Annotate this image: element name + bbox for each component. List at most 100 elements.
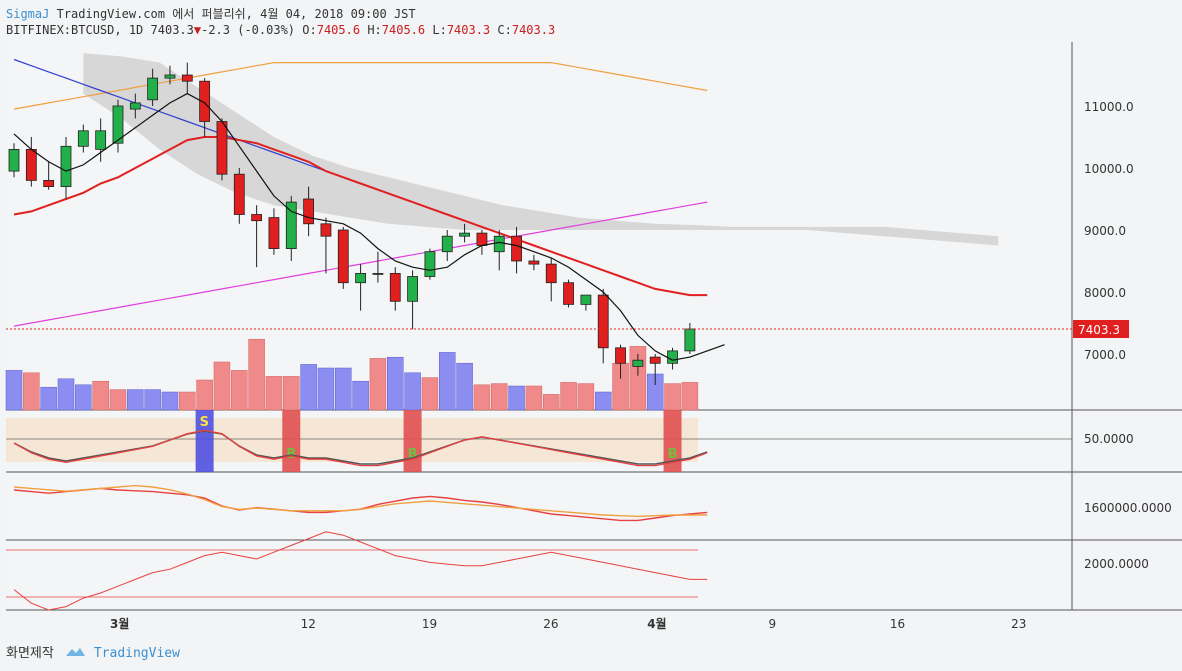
volume-bar <box>369 358 387 411</box>
signal-bar <box>195 410 214 472</box>
candle-body <box>684 328 696 352</box>
volume-bar <box>664 383 681 411</box>
close-value: 7403.3 <box>511 23 556 37</box>
candle-body <box>60 145 72 188</box>
red-moving-average <box>13 136 708 297</box>
x-tick-label: 4월 <box>647 616 666 631</box>
price-tick-label: 9000.0 <box>1084 224 1126 238</box>
symbol-label: BITFINEX:BTCUSD, 1D <box>6 23 144 37</box>
volume-bar <box>40 386 57 411</box>
candle-body <box>320 223 332 237</box>
volume-indicator-average-line <box>13 484 708 518</box>
down-arrow-icon: ▼ <box>193 23 202 37</box>
signal-bar <box>282 410 301 472</box>
candle-body <box>285 201 297 250</box>
volume-bar <box>161 391 179 411</box>
signal-bar <box>663 410 682 472</box>
candle-body <box>337 229 349 284</box>
short-moving-average <box>13 92 725 361</box>
candle-body <box>199 80 211 122</box>
candle-body <box>476 232 488 246</box>
made-by-label: 화면제작 <box>6 646 54 661</box>
candle-body <box>233 173 245 215</box>
tradingview-logo-icon <box>64 646 86 662</box>
volume-bar <box>196 379 213 411</box>
volume-bar <box>335 367 352 411</box>
volume-bar <box>23 372 40 411</box>
rsi-tick-label: 50.0000 <box>1084 432 1134 446</box>
footer: 화면제작 TradingView <box>6 642 180 662</box>
volume-bar <box>144 389 161 411</box>
volume-bar <box>179 391 196 411</box>
price-chart[interactable]: 7403.3 11000.0 10000.0 9000.0 8000.0 7000.0 S B… <box>0 40 1182 640</box>
volume-bar <box>473 384 491 411</box>
volume-bar <box>421 377 439 411</box>
volume-bar <box>300 364 317 411</box>
candle-body <box>8 149 20 172</box>
volume-bar <box>109 389 127 411</box>
bottom-tick-label: 2000.0000 <box>1084 557 1149 571</box>
price-tick-label: 10000.0 <box>1084 162 1134 176</box>
volume-bar <box>594 391 612 411</box>
candle-body <box>112 105 124 144</box>
candle-body <box>164 74 176 79</box>
x-tick-label: 23 <box>1011 617 1026 631</box>
candle-body <box>372 272 384 275</box>
candle-body <box>355 272 367 284</box>
candle-body <box>424 251 436 277</box>
volume-bar <box>265 376 283 411</box>
volume-bar <box>490 383 508 411</box>
ichimoku-cloud <box>83 53 999 246</box>
candle-body <box>667 350 678 364</box>
x-tick-label: 19 <box>422 617 437 631</box>
price-tick-label: 7000.0 <box>1084 348 1126 362</box>
candle-body <box>268 217 280 250</box>
bottom-indicator-line <box>13 531 708 611</box>
candle-body <box>459 232 470 237</box>
volume-bar <box>525 385 543 411</box>
volume-bar <box>127 389 144 411</box>
volume-bar <box>75 384 92 411</box>
candle-body <box>216 121 228 175</box>
candle-body <box>528 260 540 265</box>
candle-body <box>389 272 401 302</box>
rsi-signal-line <box>13 429 708 467</box>
candle-body <box>632 359 644 367</box>
candle-body <box>147 77 159 101</box>
x-tick-label: 12 <box>301 617 316 631</box>
tradingview-brand: TradingView <box>93 646 180 661</box>
price-tick-label: 8000.0 <box>1084 286 1126 300</box>
x-tick-label: 16 <box>890 617 905 631</box>
candle-body <box>441 235 453 253</box>
volume-bar <box>92 380 109 411</box>
high-value: 7405.6 <box>381 23 426 37</box>
candle-body <box>580 294 592 305</box>
volume-bar <box>577 383 595 411</box>
signal-label: B <box>408 447 418 462</box>
volume-bar <box>283 376 300 411</box>
volume-bar <box>681 382 699 411</box>
volume-bar <box>352 380 369 411</box>
last-price-tag <box>1073 319 1129 338</box>
low-value: 7403.3 <box>446 23 491 37</box>
volume-bar <box>317 367 335 411</box>
candle-body <box>649 356 661 364</box>
volume-bar <box>542 394 560 411</box>
symbol-header: BITFINEX:BTCUSD, 1D 7403.3▼-2.3 (-0.03%)… <box>6 23 556 37</box>
volume-bar <box>57 378 75 411</box>
last-price-tag-text: 7403.3 <box>1078 323 1120 337</box>
last-price: 7403.3 <box>150 23 194 37</box>
candle-body <box>25 149 37 181</box>
candle-body <box>303 198 315 225</box>
volume-bar <box>231 370 248 411</box>
price-tick-label: 11000.0 <box>1084 100 1134 114</box>
candle-body <box>615 347 626 364</box>
volume-bar <box>439 352 456 411</box>
x-tick-label: 3월 <box>110 616 129 631</box>
x-tick-label: 26 <box>543 617 558 631</box>
candle-body <box>511 235 522 262</box>
x-tick-label: 9 <box>769 617 777 631</box>
signal-bar <box>403 410 422 472</box>
author-brand: SigmaJ <box>6 7 50 21</box>
open-value: 7405.6 <box>316 23 361 37</box>
